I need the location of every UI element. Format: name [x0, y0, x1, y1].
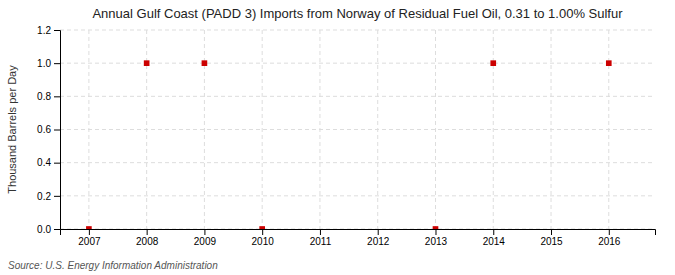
tick: 1.0 [37, 58, 60, 69]
point [433, 226, 439, 229]
tick-mark [54, 96, 60, 97]
tick: 2012 [367, 229, 390, 247]
tick-mark [54, 30, 60, 31]
tick: 2010 [252, 229, 275, 247]
tick-label: 0.6 [37, 124, 51, 135]
tick-label: 2014 [483, 236, 506, 247]
tick-label: 2009 [194, 236, 217, 247]
grid-line [60, 162, 655, 163]
grid-line [262, 30, 263, 229]
tick-mark [204, 229, 205, 235]
tick-mark [435, 229, 436, 235]
point [259, 226, 265, 229]
tick-mark [54, 196, 60, 197]
tick-label: 2008 [136, 236, 159, 247]
points [86, 60, 612, 229]
point [202, 60, 208, 66]
tick: 2015 [540, 229, 563, 247]
tick-mark [378, 229, 379, 235]
tick-mark [89, 229, 90, 235]
tick-label: 2010 [252, 236, 275, 247]
point [490, 60, 496, 66]
point [606, 60, 612, 66]
axis-line [61, 230, 656, 236]
tick-mark [54, 63, 60, 64]
title: Annual Gulf Coast (PADD 3) Imports from … [92, 6, 623, 21]
tick-label: 1.0 [37, 58, 51, 69]
tick-label: 1.2 [37, 25, 51, 36]
point [86, 226, 92, 229]
grid-line [60, 96, 655, 97]
tick-mark [609, 229, 610, 235]
tick-label: 2012 [367, 236, 390, 247]
tick: 0.6 [37, 124, 60, 135]
tick-label: 0.2 [37, 191, 51, 202]
points-inner [86, 60, 612, 229]
tick: 2011 [310, 229, 332, 247]
grid [60, 30, 655, 229]
tick-label: 2011 [310, 236, 332, 247]
tick: 0.2 [37, 191, 60, 202]
tick-label: 2016 [598, 236, 621, 247]
tick: 2008 [136, 229, 159, 247]
tick-mark [54, 163, 60, 164]
grid-line [60, 30, 655, 31]
grid-line [493, 30, 494, 229]
y-axis-label: Thousand Barrels per Day [6, 65, 18, 194]
tick-label: 2015 [540, 236, 563, 247]
tick-label: 2007 [78, 236, 101, 247]
grid-line [435, 30, 436, 229]
tick-mark [54, 130, 60, 131]
tick: 2016 [598, 229, 621, 247]
tick-mark [262, 229, 263, 235]
plot: 2007 2008 2009 2010 2011 2012 2013 2014 2015 2016… [37, 25, 655, 247]
axis-line [54, 31, 61, 230]
tick: 2014 [483, 229, 506, 247]
tick-mark [551, 229, 552, 235]
y-axis: 0.0 0.2 0.4 0.6 0.8 1.0 1.2 [37, 25, 60, 235]
tick-label: 0.4 [37, 157, 51, 168]
tick: 0.4 [37, 157, 60, 168]
tick: 2007 [78, 229, 101, 247]
tick: 2009 [194, 229, 217, 247]
tick: 2013 [425, 229, 448, 247]
annotation: Source: U.S. Energy Information Administ… [8, 260, 218, 271]
tick-mark [493, 229, 494, 235]
tick-mark [54, 229, 60, 230]
tick: 0.8 [37, 91, 60, 102]
grid-line [60, 129, 655, 130]
tick-label: 2013 [425, 236, 448, 247]
tick-mark [320, 229, 321, 235]
tick-label: 0.0 [37, 224, 51, 235]
tick: 0.0 [37, 224, 60, 235]
tick-label: 0.8 [37, 91, 51, 102]
grid-line [60, 195, 655, 196]
grid-line [204, 30, 205, 229]
point [144, 60, 150, 66]
x-axis: 2007 2008 2009 2010 2011 2012 2013 2014 2015 2016 [61, 229, 656, 247]
tick-mark [147, 229, 148, 235]
chart: 2007 2008 2009 2010 2011 2012 2013 2014 2015 2016… [0, 0, 675, 275]
tick: 1.2 [37, 25, 60, 36]
